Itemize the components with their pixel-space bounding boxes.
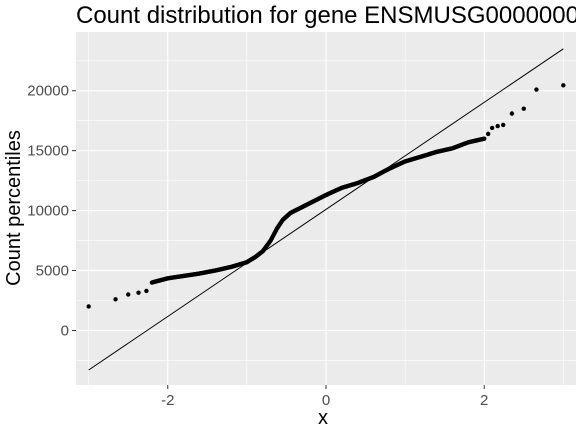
data-point	[521, 106, 526, 111]
x-tick-label: 2	[480, 392, 488, 409]
data-point	[501, 122, 506, 128]
data-point	[136, 290, 141, 295]
x-axis-title: x	[318, 407, 328, 429]
y-tick-label: 0	[61, 322, 69, 339]
reference-line	[88, 48, 564, 371]
data-point	[86, 304, 91, 309]
data-point	[144, 288, 149, 294]
y-axis-title: Count percentiles	[3, 130, 25, 286]
y-tick-label: 20000	[27, 83, 69, 100]
data-point	[495, 123, 500, 129]
y-tick-label: 15000	[27, 143, 69, 160]
x-tick-label: -2	[161, 392, 174, 409]
data-point	[534, 87, 539, 92]
data-point	[485, 131, 491, 137]
data-point	[126, 292, 131, 297]
y-tick-label: 5000	[36, 263, 69, 280]
data-point	[509, 111, 515, 116]
data-point	[482, 136, 487, 141]
chart-title: Count distribution for gene ENSMUSG00000…	[76, 2, 576, 29]
y-tick-label: 10000	[27, 203, 69, 220]
data-point	[561, 83, 566, 88]
data-point	[113, 297, 118, 302]
x-tick-label: 0	[322, 392, 330, 409]
data-point	[489, 125, 495, 131]
